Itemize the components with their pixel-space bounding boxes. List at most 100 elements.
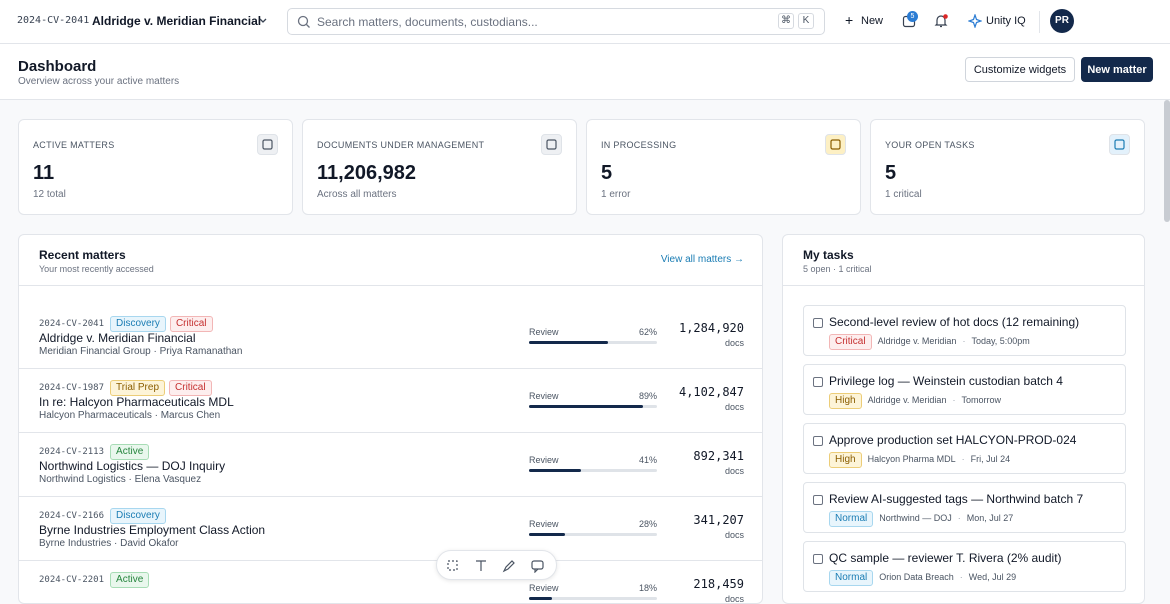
matter-id-line: 2024-CV-2201 Active: [39, 569, 153, 588]
task-matter: Northwind — DOJ: [879, 513, 952, 523]
status-tag: Discovery: [110, 508, 166, 524]
stat-card: DOCUMENTS UNDER MANAGEMENT 11,206,982 Acro…: [302, 119, 577, 215]
task-card[interactable]: Approve production set HALCYON-PROD-024 H…: [803, 423, 1126, 474]
task-checkbox[interactable]: [813, 377, 823, 387]
separator: ·: [959, 572, 963, 582]
separator: ·: [952, 395, 956, 405]
doc-unit: docs: [724, 594, 744, 604]
stat-card: YOUR OPEN TASKS 5 1 critical: [870, 119, 1145, 215]
stat-icon: [1109, 134, 1130, 155]
stat-label: YOUR OPEN TASKS: [885, 140, 975, 150]
stat-icon: [257, 134, 278, 155]
kbd: K: [798, 13, 814, 29]
matter-meta: Byrne Industries · David Okafor: [39, 538, 179, 549]
task-checkbox[interactable]: [813, 554, 823, 564]
task-due: Tomorrow: [961, 395, 1001, 405]
task-card[interactable]: QC sample — reviewer T. Rivera (2% audit…: [803, 541, 1126, 592]
bell-icon[interactable]: [934, 14, 948, 28]
task-checkbox[interactable]: [813, 436, 823, 446]
task-meta: Normal Northwind — DOJ · Mon, Jul 27: [829, 511, 1013, 527]
task-card[interactable]: Second-level review of hot docs (12 rema…: [803, 305, 1126, 356]
matter-row[interactable]: 2024-CV-2113 Active Northwind Logistics — …: [19, 433, 762, 497]
stat-note: Across all matters: [317, 189, 397, 200]
doc-count: 4,102,847: [678, 385, 744, 399]
page: 2024-CV-2041 Aldridge v. Meridian Financ…: [0, 8, 1170, 604]
doc-count: 1,284,920: [678, 321, 744, 335]
avatar[interactable]: PR: [1050, 9, 1074, 33]
doc-unit: docs: [724, 466, 744, 476]
stat-value: 11: [33, 162, 55, 184]
separator: ·: [957, 513, 961, 523]
divider: [19, 285, 762, 286]
progress-bar: [529, 533, 565, 536]
matter-id-line: 2024-CV-1987 Trial Prep Critical: [39, 377, 216, 396]
stage-label: Review: [529, 583, 559, 593]
matter-row[interactable]: 2024-CV-2201 Active Review 18% 218,459 docs: [19, 561, 762, 604]
task-title: Approve production set HALCYON-PROD-024: [829, 433, 1077, 447]
matter-meta: Northwind Logistics · Elena Vasquez: [39, 474, 202, 485]
icon-glyph: [546, 139, 557, 150]
task-card[interactable]: Privilege log — Weinstein custodian batc…: [803, 364, 1126, 415]
page-subtitle: Overview across your active matters: [18, 76, 180, 87]
status-tag: Trial Prep: [110, 380, 166, 396]
progress-bar: [529, 469, 582, 472]
doc-unit: docs: [724, 530, 744, 540]
stat-label: ACTIVE MATTERS: [33, 140, 115, 150]
progress-track: [529, 469, 657, 472]
matter-name: Byrne Industries Employment Class Action: [39, 523, 266, 537]
new-matter-button[interactable]: New matter: [1081, 57, 1153, 82]
task-matter: Aldridge v. Meridian: [877, 336, 957, 346]
priority-tag: High: [829, 393, 862, 409]
search-placeholder: Search matters, documents, custodians...: [317, 15, 538, 29]
toolbar-icons[interactable]: [447, 559, 551, 573]
progress-track: [529, 341, 657, 344]
status-tag: Critical: [169, 380, 212, 396]
assistant-button[interactable]: Unity IQ: [986, 15, 1026, 27]
status-tag: Active: [110, 444, 150, 460]
icon-glyph: [830, 139, 841, 150]
task-matter: Orion Data Breach: [879, 572, 954, 582]
matter-name: In re: Halcyon Pharmaceuticals MDL: [39, 395, 234, 409]
inbox-badge: 5: [907, 11, 918, 22]
search-box[interactable]: Search matters, documents, custodians...…: [287, 8, 825, 35]
doc-count: 218,459: [693, 577, 744, 591]
stage-label: Review: [529, 455, 559, 465]
separator: ·: [961, 454, 965, 464]
page-title: Dashboard: [18, 58, 97, 75]
progress-label: 62%: [638, 327, 657, 337]
matter-id-line: 2024-CV-2041 Discovery Critical: [39, 313, 217, 332]
stat-label: DOCUMENTS UNDER MANAGEMENT: [317, 140, 485, 150]
chevron[interactable]: [258, 16, 268, 26]
task-meta: Critical Aldridge v. Meridian · Today, 5:00…: [829, 334, 1030, 350]
matter-id: 2024-CV-2113: [39, 447, 105, 457]
new-button[interactable]: New: [861, 15, 884, 27]
customize-button[interactable]: Customize widgets: [965, 57, 1075, 82]
matter-meta: Halcyon Pharmaceuticals · Marcus Chen: [39, 410, 221, 421]
progress-label: 89%: [638, 391, 657, 401]
stat-note: 12 total: [33, 189, 66, 200]
matter-name[interactable]: Aldridge v. Meridian Financial: [92, 14, 262, 28]
view-all-link[interactable]: View all matters →: [660, 254, 744, 265]
doc-unit: docs: [724, 338, 744, 348]
stage-label: Review: [529, 327, 559, 337]
progress-label: 41%: [638, 455, 657, 465]
task-title: Review AI-suggested tags — Northwind bat…: [829, 492, 1084, 506]
matter-id: 2024-CV-2166: [39, 511, 105, 521]
matter-row[interactable]: 2024-CV-2041 Discovery Critical Aldridge v.…: [19, 305, 762, 369]
priority-tag: High: [829, 452, 862, 468]
matter-row[interactable]: 2024-CV-1987 Trial Prep Critical In re: Hal…: [19, 369, 762, 433]
task-card[interactable]: Review AI-suggested tags — Northwind bat…: [803, 482, 1126, 533]
task-checkbox[interactable]: [813, 495, 823, 505]
task-matter: Halcyon Pharma MDL: [867, 454, 956, 464]
progress-track: [529, 405, 657, 408]
stage-label: Review: [529, 519, 559, 529]
separator: ·: [962, 336, 966, 346]
status-tag: Active: [110, 572, 150, 588]
task-title: Second-level review of hot docs (12 rema…: [829, 315, 1080, 329]
matter-meta: Meridian Financial Group · Priya Ramanat…: [39, 346, 243, 357]
task-checkbox[interactable]: [813, 318, 823, 328]
divider: [1039, 11, 1040, 33]
panel-title: Recent matters: [39, 248, 126, 262]
search-icon: [297, 15, 310, 28]
matter-row[interactable]: 2024-CV-2166 Discovery Byrne Industries Em…: [19, 497, 762, 561]
